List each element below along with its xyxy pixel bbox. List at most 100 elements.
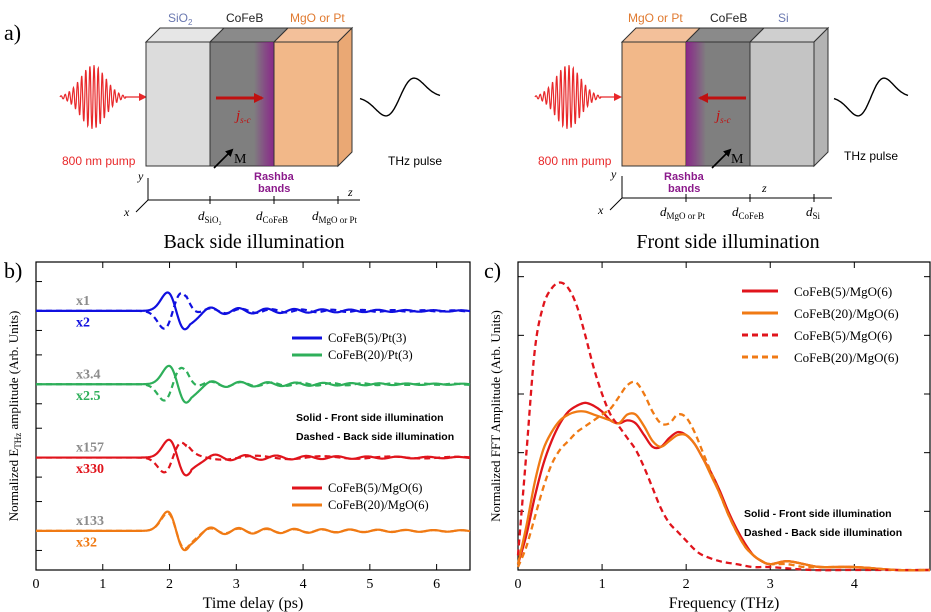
- mgo-side-back: [337, 26, 353, 168]
- x-tick-label-b: 1: [99, 577, 106, 592]
- rashba-region-back: [254, 42, 274, 166]
- legend-b-pt: CoFeB(5)/Pt(3) CoFeB(20)/Pt(3): [292, 331, 413, 362]
- axis-z-label-back: z: [347, 185, 353, 199]
- series-b-7: [36, 511, 471, 550]
- front-illumination-diagram: 800 nm pump MgO or Pt CoFeB Si js-c M Ra…: [534, 11, 909, 253]
- y-axis-label-c: Normalized FFT Amplitude (Arb. Units): [488, 310, 503, 522]
- x-tick-label-b: 6: [433, 577, 440, 592]
- d-label-cofeb-front: dCoFeB: [732, 204, 764, 221]
- rashba-region-front: [686, 42, 706, 166]
- axis-z-label-front: z: [761, 181, 767, 195]
- y-axis-label-b: Normalized ETHz amplitude (Arb. Units): [6, 311, 23, 522]
- x-axis-front: [609, 197, 623, 211]
- legend-c: CoFeB(5)/MgO(6) CoFeB(20)/MgO(6) CoFeB(5)/…: [742, 284, 899, 365]
- multiplier-dashed-b-3: x133: [76, 514, 104, 529]
- x-ticks-b: 0 1 2 3 4 5 6: [33, 262, 440, 592]
- plot-frame-b: [35, 261, 471, 571]
- rashba-label-back: Rashba bands: [254, 171, 295, 195]
- curves-b: [36, 291, 471, 552]
- x-tick-label-b: 2: [166, 577, 173, 592]
- legend-b-mgo: CoFeB(5)/MgO(6) CoFeB(20)/MgO(6): [292, 481, 429, 512]
- pump-label-front: 800 nm pump: [538, 154, 612, 168]
- layer-label-sio2: SiO2: [168, 11, 193, 27]
- pump-label-back: 800 nm pump: [62, 154, 136, 168]
- note-solid-b: Solid - Front side illumination: [296, 412, 444, 424]
- x-tick-label-b: 0: [33, 577, 40, 592]
- x-tick-label-b: 5: [366, 577, 373, 592]
- thz-label-front: THz pulse: [844, 149, 898, 163]
- x-tick-label-c: 3: [767, 577, 774, 592]
- si-layer-front: [749, 41, 815, 167]
- current-label-front: js-c: [714, 108, 731, 125]
- y-ticks-c: [518, 276, 930, 512]
- thz-pulse-front: [833, 77, 909, 117]
- legend-text-b-1: CoFeB(20)/Pt(3): [328, 348, 413, 362]
- panel-c-label: c): [484, 258, 501, 283]
- note-dashed-b: Dashed - Back side illumination: [296, 431, 454, 443]
- layer-label-mgo-back: MgO or Pt: [290, 11, 345, 25]
- multiplier-solid-b-1: x2.5: [76, 389, 101, 404]
- x-tick-label-c: 0: [515, 577, 522, 592]
- mgo-layer-back: [273, 41, 339, 167]
- caption-front: Front side illumination: [636, 231, 819, 253]
- multiplier-labels-b: x1 x2 x3.4 x2.5 x157 x330 x133 x32: [76, 294, 104, 551]
- multiplier-dashed-b-1: x3.4: [76, 367, 101, 382]
- layer-label-cofeb-front: CoFeB: [710, 11, 747, 25]
- series-b-1: [36, 291, 471, 330]
- sio2-layer-back: [145, 41, 211, 167]
- axis-y-label-front: y: [610, 167, 617, 181]
- legend-text-c-1: CoFeB(20)/MgO(6): [794, 306, 899, 321]
- legend-text-c-3: CoFeB(20)/MgO(6): [794, 350, 899, 365]
- x-ticks-c: 0 1 2 3 4: [515, 262, 858, 592]
- d-label-cofeb-back: dCoFeB: [256, 208, 288, 225]
- series-b-5: [36, 441, 471, 474]
- multiplier-solid-b-0: x2: [76, 316, 90, 331]
- d-label-si: dSi: [806, 204, 821, 221]
- x-tick-label-c: 2: [683, 577, 690, 592]
- magnetization-arrow-back: [213, 148, 234, 169]
- pump-pulse-back: [59, 65, 127, 129]
- layer-label-cofeb-back: CoFeB: [226, 11, 263, 25]
- thz-label-back: THz pulse: [388, 154, 442, 168]
- layer-label-mgo-front: MgO or Pt: [628, 11, 683, 25]
- layer-label-si: Si: [778, 11, 789, 25]
- multiplier-dashed-b-0: x1: [76, 294, 90, 309]
- m-label-front: M: [731, 152, 744, 167]
- axis-x-label-back: x: [123, 205, 130, 219]
- series-b-3: [36, 366, 471, 402]
- plot-frame-c: [517, 261, 931, 571]
- mgo-layer-front: [621, 41, 687, 167]
- m-label-back: M: [234, 152, 247, 167]
- legend-text-c-2: CoFeB(5)/MgO(6): [794, 328, 892, 343]
- x-tick-label-c: 4: [851, 577, 858, 592]
- curves-c: [516, 281, 931, 572]
- current-label-back: js-c: [234, 108, 251, 125]
- d-label-mgo-front: dMgO or Pt: [660, 204, 706, 221]
- legend-text-b-0: CoFeB(5)/Pt(3): [328, 331, 406, 345]
- legend-text-b-3: CoFeB(20)/MgO(6): [328, 498, 429, 512]
- x-axis-label-c: Frequency (THz): [669, 595, 780, 612]
- multiplier-dashed-b-2: x157: [76, 441, 104, 456]
- x-axis-label-b: Time delay (ps): [203, 595, 304, 612]
- d-label-sio2: dSiO₂: [198, 208, 222, 225]
- multiplier-solid-b-3: x32: [76, 536, 97, 551]
- series-c-1: [516, 410, 931, 572]
- x-tick-label-b: 3: [233, 577, 240, 592]
- legend-text-b-2: CoFeB(5)/MgO(6): [328, 481, 422, 495]
- legend-text-c-0: CoFeB(5)/MgO(6): [794, 284, 892, 299]
- panel-b: b) 0 1 2 3 4 5 6 x1 x2 x3.4 x2.5 x157 x330 x133 x32 T…: [4, 258, 471, 612]
- note-dashed-c: Dashed - Back side illumination: [744, 527, 902, 539]
- panel-a-label: a): [4, 20, 21, 45]
- thz-pulse-back: [359, 77, 441, 117]
- x-tick-label-c: 1: [599, 577, 606, 592]
- si-side: [813, 26, 829, 168]
- multiplier-solid-b-2: x330: [76, 462, 104, 477]
- d-label-mgo-back: dMgO or Pt: [312, 208, 358, 225]
- rashba-label-front: Rashba bands: [664, 171, 705, 195]
- caption-back: Back side illumination: [163, 231, 344, 253]
- panel-a: a) 800 nm pump SiO2 CoFeB MgO or Pt js-c: [4, 11, 909, 253]
- axis-y-label-back: y: [137, 169, 144, 183]
- x-axis-back: [135, 199, 149, 213]
- pump-pulse-front: [534, 65, 602, 129]
- axis-x-label-front: x: [597, 203, 604, 217]
